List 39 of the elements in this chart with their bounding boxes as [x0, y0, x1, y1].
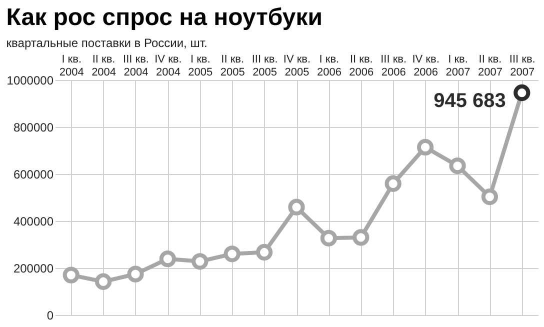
x-tick-label: II кв. 2005	[220, 54, 245, 78]
point	[159, 250, 176, 268]
point	[127, 266, 144, 282]
x-tick-label: II кв. 2004	[92, 54, 116, 78]
x-tick-label: II кв. 2006	[349, 54, 374, 78]
y-tick-label: 800000	[13, 120, 54, 134]
x-tick-label: II кв. 2007	[478, 54, 502, 78]
x-tick-label: I кв. 2006	[316, 54, 342, 78]
y-tick-label: 1000000	[6, 74, 54, 88]
x-tick-label: I кв. 2007	[446, 54, 470, 78]
point	[224, 246, 240, 262]
x-tick-label: III кв. 2007	[509, 54, 536, 78]
chart-subtitle: квартальные поставки в России, шт.	[6, 36, 208, 50]
point	[256, 244, 273, 261]
point	[514, 84, 530, 102]
y-tick-label: 400000	[13, 214, 54, 228]
point	[320, 230, 338, 246]
x-tick-label: I кв. 2005	[188, 54, 213, 78]
chart-title: Как рос спрос на ноутбуки	[6, 4, 322, 31]
x-tick-label: IV кв. 2006	[412, 54, 440, 78]
x-tick-label: I кв. 2004	[59, 54, 84, 78]
x-tick-label: III кв. 2006	[380, 54, 407, 78]
point	[352, 229, 370, 246]
point	[416, 138, 434, 156]
x-tick-label: IV кв. 2005	[283, 54, 311, 78]
point	[62, 266, 80, 284]
x-tick-label: IV кв. 2004	[154, 54, 182, 78]
x-tick-label: III кв. 2005	[252, 54, 278, 78]
point	[94, 273, 112, 290]
point	[192, 253, 208, 270]
point	[449, 157, 466, 174]
point	[481, 188, 498, 206]
y-tick-label: 200000	[13, 262, 54, 276]
x-tick-label: III кв. 2004	[123, 54, 149, 78]
y-tick-label: 0	[46, 308, 54, 322]
point	[288, 198, 305, 216]
data-label: 945 683	[434, 90, 506, 112]
y-tick-label: 600000	[13, 168, 54, 182]
point	[384, 175, 402, 192]
